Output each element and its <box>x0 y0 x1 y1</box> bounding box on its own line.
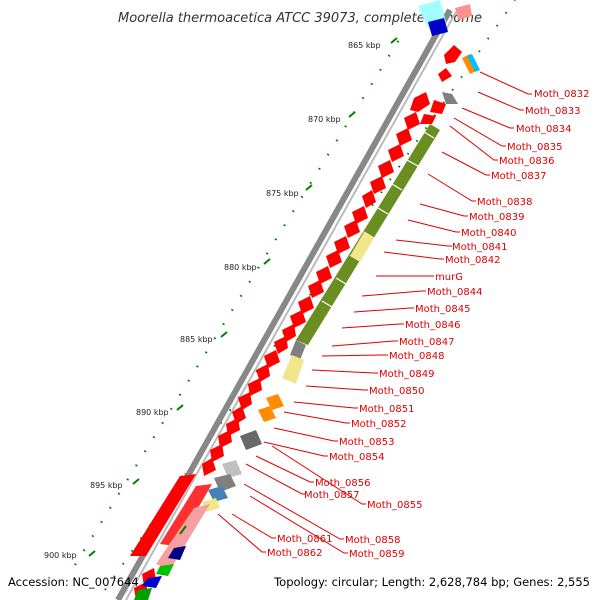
gene-label[interactable]: Moth_0832 <box>534 89 589 100</box>
gene-label[interactable]: Moth_0859 <box>349 549 404 560</box>
cds-arrow <box>444 45 462 64</box>
cds-gray <box>442 92 458 104</box>
gene-label[interactable]: Moth_0840 <box>461 228 516 239</box>
gene-label[interactable]: Moth_0836 <box>499 156 554 167</box>
scale-label: 875 kbp <box>266 189 299 198</box>
scale-labels: 865 kbp 870 kbp 875 kbp 880 kbp 885 kbp … <box>44 41 381 560</box>
gene-label[interactable]: Moth_0857 <box>304 490 359 501</box>
feature-pale-yellow <box>282 355 304 384</box>
gene-label[interactable]: Moth_0842 <box>445 255 500 266</box>
gene-label[interactable]: Moth_0844 <box>427 287 482 298</box>
feature-pink-top <box>455 4 472 20</box>
gene-label[interactable]: Moth_0838 <box>477 197 532 208</box>
cds-arrow <box>438 68 452 82</box>
cds-cyan <box>467 54 480 72</box>
backbone-inner <box>125 11 457 600</box>
gene-label[interactable]: Moth_0858 <box>345 535 400 546</box>
accession-text: Accession: NC_007644 <box>8 575 139 589</box>
gene-label[interactable]: Moth_0850 <box>369 386 424 397</box>
mid-features <box>202 394 284 512</box>
scale-label: 895 kbp <box>90 481 123 490</box>
gene-label[interactable]: murG <box>435 272 463 283</box>
scale-label: 900 kbp <box>44 551 77 560</box>
scale-ticks <box>88 37 398 557</box>
gene-label[interactable]: Moth_0834 <box>516 124 571 135</box>
gene-label[interactable]: Moth_0835 <box>507 142 562 153</box>
gene-label[interactable]: Moth_0855 <box>367 500 422 511</box>
bottom-features <box>134 525 187 600</box>
gene-label[interactable]: Moth_0839 <box>469 212 524 223</box>
gene-label[interactable]: Moth_0852 <box>351 419 406 430</box>
gene-label[interactable]: Moth_0854 <box>329 452 384 463</box>
top-features <box>418 0 472 36</box>
gene-label[interactable]: Moth_0847 <box>399 337 454 348</box>
gene-label[interactable]: Moth_0846 <box>405 320 460 331</box>
topology-text: Topology: circular; Length: 2,628,784 bp… <box>273 575 590 589</box>
feature-pink-block <box>156 504 210 570</box>
gene-label[interactable]: Moth_0853 <box>339 437 394 448</box>
large-red-blocks <box>130 474 212 556</box>
scale-label: 890 kbp <box>136 408 169 417</box>
feature-blue-top <box>428 18 448 36</box>
scale-dots-inner <box>104 0 516 591</box>
gene-label[interactable]: Moth_0848 <box>389 351 444 362</box>
scale-label: 885 kbp <box>180 335 213 344</box>
scale-label: 870 kbp <box>308 115 341 124</box>
outer-strand-genes <box>420 45 480 124</box>
cds-arrow <box>420 114 436 124</box>
scale-label: 865 kbp <box>348 41 381 50</box>
cds-arrow <box>430 100 446 114</box>
gene-labels: Moth_0832 Moth_0833 Moth_0834 Moth_0835 … <box>267 89 589 560</box>
map-title: Moorella thermoacetica ATCC 39073, compl… <box>118 11 482 26</box>
gene-label[interactable]: Moth_0841 <box>452 242 507 253</box>
leader-lines <box>217 71 532 554</box>
gene-label[interactable]: Moth_0862 <box>267 548 322 559</box>
gene-label[interactable]: Moth_0837 <box>491 171 546 182</box>
gene-label[interactable]: Moth_0845 <box>415 304 470 315</box>
gene-label[interactable]: Moth_0851 <box>359 404 414 415</box>
scale-label: 880 kbp <box>224 263 257 272</box>
gene-label[interactable]: Moth_0856 <box>315 478 370 489</box>
gene-label[interactable]: Moth_0849 <box>379 369 434 380</box>
gene-label[interactable]: Moth_0833 <box>525 106 580 117</box>
olive-block <box>290 124 440 360</box>
gene-label[interactable]: Moth_0861 <box>277 534 332 545</box>
